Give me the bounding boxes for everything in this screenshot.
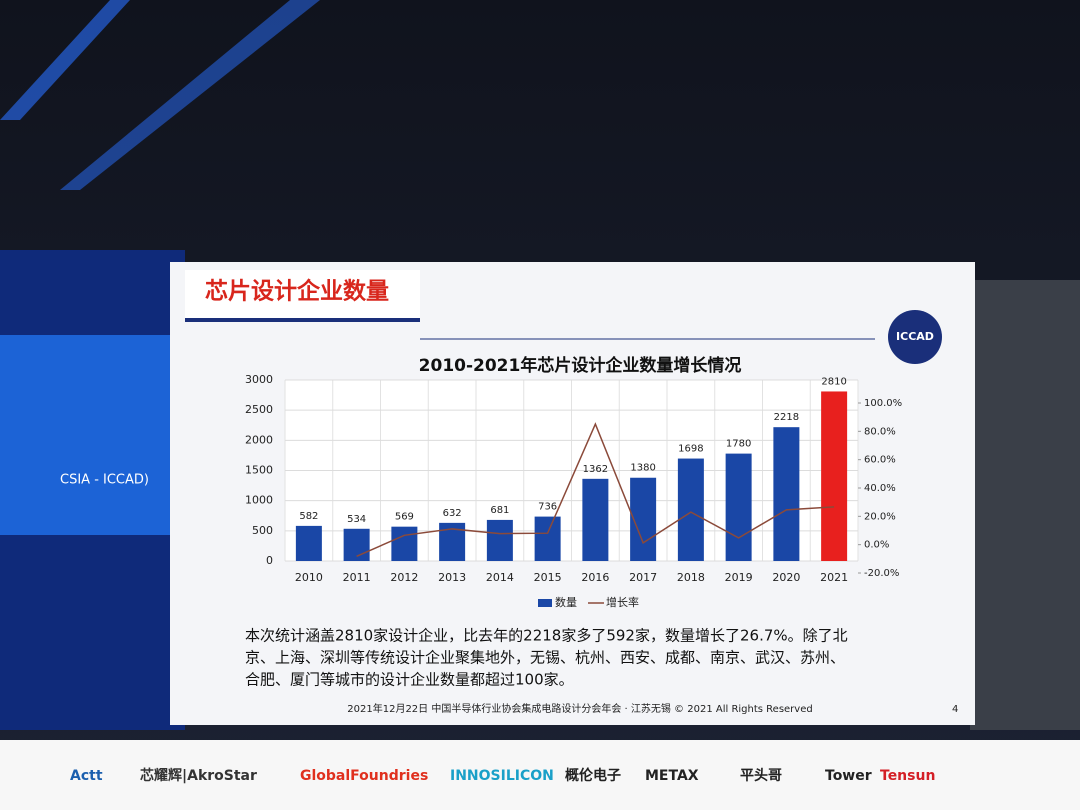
page-number: 4 [952, 704, 958, 715]
body-text: 本次统计涵盖2810家设计企业，比去年的2218家多了592家，数量增长了26.… [245, 627, 848, 645]
sponsor-logo: INNOSILICON [450, 768, 554, 784]
bar [391, 526, 418, 561]
y-tick-label: 1000 [245, 494, 273, 507]
legend-label: 增长率 [606, 595, 639, 609]
sponsor-logo: 平头哥 [740, 767, 782, 784]
data-label: 1780 [726, 439, 751, 450]
y-tick-label: 2500 [245, 403, 273, 416]
sponsor-logo: Tower [825, 768, 872, 784]
bar [534, 516, 561, 561]
data-label: 2218 [774, 412, 799, 423]
data-label: 534 [347, 514, 366, 525]
data-label: 569 [395, 512, 414, 523]
y2-tick-label: 40.0% [864, 483, 896, 494]
sponsor-logo: Tensun [880, 768, 935, 784]
data-label: 1380 [630, 463, 655, 474]
bar [582, 478, 609, 561]
bar [725, 453, 752, 561]
slide-footer: 2021年12月22日 中国半导体行业协会集成电路设计分会年会 · 江苏无锡 ©… [347, 702, 812, 715]
wall [970, 280, 1080, 730]
y2-tick-label: 0.0% [864, 540, 889, 551]
x-tick-label: 2019 [725, 571, 753, 584]
y-tick-label: 500 [252, 524, 273, 537]
body-text: 京、上海、深圳等传统设计企业聚集地外，无锡、杭州、西安、成都、南京、武汉、苏州、 [245, 649, 845, 667]
side-screen-text: CSIA - ICCAD) [60, 473, 149, 488]
sponsor-strip [0, 740, 1080, 810]
y-tick-label: 0 [266, 554, 273, 567]
chart-title: 2010-2021年芯片设计企业数量增长情况 [419, 355, 742, 376]
x-tick-label: 2013 [438, 571, 466, 584]
data-label: 736 [538, 502, 557, 513]
x-tick-label: 2010 [295, 571, 323, 584]
data-label: 2810 [821, 376, 846, 387]
logo-text: ICCAD [896, 330, 934, 343]
x-tick-label: 2017 [629, 571, 657, 584]
x-tick-label: 2020 [772, 571, 800, 584]
title-box [185, 270, 420, 320]
data-label: 1362 [583, 464, 608, 475]
y2-tick-label: 20.0% [864, 511, 896, 522]
x-tick-label: 2014 [486, 571, 514, 584]
bar [773, 427, 800, 561]
x-tick-label: 2021 [820, 571, 848, 584]
light-beam [60, 0, 320, 190]
body-text: 合肥、厦门等城市的设计企业数量都超过100家。 [245, 671, 574, 689]
y-tick-label: 1500 [245, 464, 273, 477]
sponsor-logo: GlobalFoundries [300, 768, 428, 784]
y2-tick-label: 80.0% [864, 426, 896, 437]
sponsor-logo: METAX [645, 768, 699, 784]
sponsor-logo: 芯耀辉|AkroStar [140, 767, 257, 784]
bar [295, 525, 322, 561]
growth-line [356, 422, 835, 557]
slide-title: 芯片设计企业数量 [205, 278, 389, 305]
x-tick-label: 2018 [677, 571, 705, 584]
chart: 0 500 1000 1500 2000 2500 3000 -20.0% 0.0% 20.0% 4… [245, 373, 902, 609]
data-label: 632 [443, 508, 462, 519]
y-tick-label: 2000 [245, 433, 273, 446]
data-label: 582 [299, 511, 318, 522]
x-tick-label: 2016 [581, 571, 609, 584]
x-tick-label: 2015 [534, 571, 562, 584]
legend-label: 数量 [555, 596, 577, 609]
y2-tick-label: 100.0% [864, 398, 902, 409]
x-tick-label: 2011 [343, 571, 371, 584]
data-label: 1698 [678, 444, 703, 455]
y-tick-label: 3000 [245, 373, 273, 386]
bar [821, 391, 848, 561]
sponsor-logo: Actt [70, 768, 103, 784]
bar [677, 458, 704, 561]
bar [486, 519, 513, 561]
logo [888, 310, 942, 364]
y2-tick-label: -20.0% [864, 568, 899, 579]
y2-tick-label: 60.0% [864, 455, 896, 466]
side-screen-panel [0, 335, 175, 535]
data-label: 681 [490, 505, 509, 516]
x-tick-label: 2012 [390, 571, 418, 584]
light-beam [0, 0, 130, 120]
legend-swatch [538, 599, 552, 607]
sponsor-logo: 概伦电子 [565, 767, 621, 784]
